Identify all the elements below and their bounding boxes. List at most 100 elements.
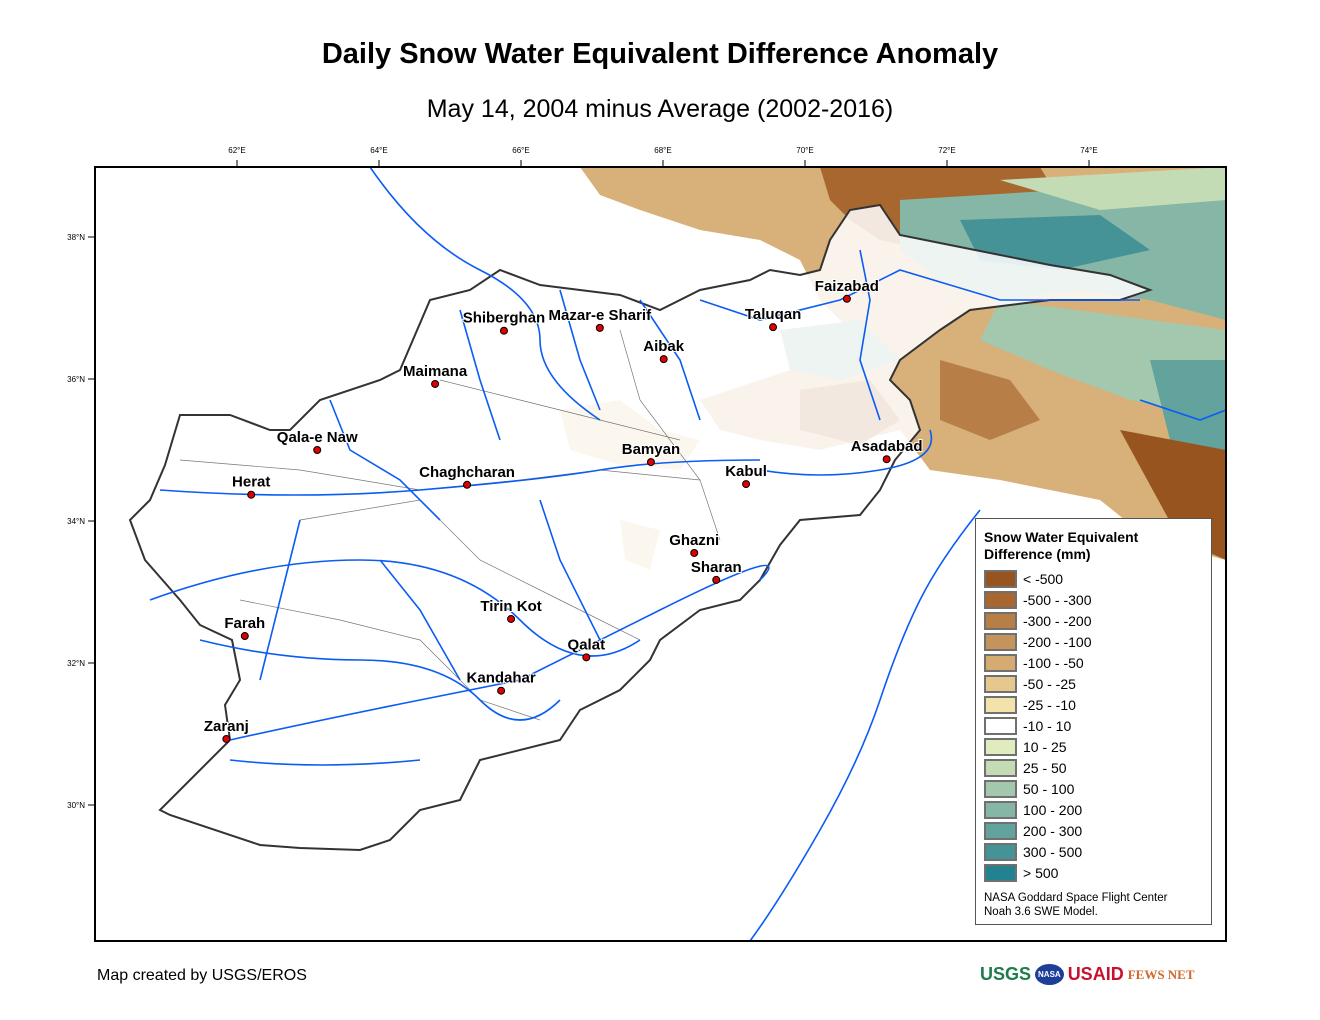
city-marker[interactable]: Tirin Kot	[479, 597, 543, 623]
usgs-logo: USGS	[980, 964, 1032, 984]
legend-title-units: Difference (mm)	[984, 546, 1091, 562]
city-dot-icon	[646, 458, 655, 467]
city-marker[interactable]: Herat	[231, 473, 271, 499]
legend-swatch	[984, 569, 1017, 588]
legend-label: 25 - 50	[1023, 759, 1067, 776]
legend-label: -25 - -10	[1023, 696, 1076, 713]
afghanistan-boundary	[128, 203, 1153, 852]
city-dot-icon	[882, 455, 891, 464]
city-label: Asadabad	[851, 438, 923, 455]
city-marker[interactable]: Kabul	[724, 462, 768, 489]
partner-logos: USGS NASA USAID FEWS NET	[980, 964, 1195, 985]
map-credit: Map created by USGS/EROS	[97, 967, 307, 984]
city-marker[interactable]: Qala-e Naw	[276, 428, 359, 454]
city-label: Kandahar	[467, 670, 536, 687]
city-dot-icon	[842, 294, 851, 303]
city-dot-icon	[582, 653, 591, 662]
legend-label: -300 - -200	[1023, 612, 1092, 629]
lat-tick-label: 36°N	[67, 375, 85, 384]
lat-tick-label: 38°N	[67, 233, 85, 242]
city-dot-icon	[507, 614, 516, 623]
legend-swatch	[984, 737, 1017, 756]
city-dot-icon	[595, 323, 604, 332]
city-label: Aibak	[643, 338, 685, 355]
lon-tick-label: 72°E	[938, 146, 955, 155]
city-marker[interactable]: Taluqan	[744, 305, 802, 332]
city-dot-icon	[247, 490, 256, 499]
legend-swatch	[984, 716, 1017, 735]
legend-item: 100 - 200	[984, 799, 1211, 820]
city-marker[interactable]: Farah	[223, 614, 266, 641]
legend-label: 50 - 100	[1023, 780, 1075, 797]
city-label: Herat	[232, 474, 270, 491]
legend-item: < -500	[984, 568, 1211, 589]
city-marker[interactable]: Kandahar	[466, 669, 537, 695]
city-label: Qala-e Naw	[277, 429, 358, 446]
legend-item: -10 - 10	[984, 715, 1211, 736]
legend-label: 100 - 200	[1023, 801, 1083, 818]
city-dot-icon	[499, 326, 508, 335]
legend-item: 50 - 100	[984, 778, 1211, 799]
city-label: Ghazni	[669, 532, 719, 549]
legend-item: 25 - 50	[984, 757, 1211, 778]
legend-label: -10 - 10	[1023, 717, 1072, 734]
city-label: Qalat	[568, 636, 606, 653]
legend-swatch	[984, 863, 1017, 882]
city-marker[interactable]: Maimana	[402, 362, 469, 388]
legend-item: 200 - 300	[984, 820, 1211, 841]
city-dot-icon	[769, 323, 778, 332]
legend-item: -25 - -10	[984, 694, 1211, 715]
city-marker[interactable]: Chaghcharan	[418, 463, 516, 489]
map-subtitle: May 14, 2004 minus Average (2002-2016)	[426, 95, 894, 123]
city-label: Zaranj	[204, 718, 249, 735]
legend-item: -100 - -50	[984, 652, 1211, 673]
legend-item: 10 - 25	[984, 736, 1211, 757]
legend-label: -50 - -25	[1023, 675, 1076, 692]
city-marker[interactable]: Ghazni	[668, 531, 720, 557]
legend-label: 300 - 500	[1023, 843, 1083, 860]
legend-title: Snow Water Equivalent	[984, 529, 1139, 545]
lon-tick-label: 62°E	[228, 146, 245, 155]
legend-swatch	[984, 674, 1017, 693]
city-marker[interactable]: Shiberghan	[462, 309, 546, 335]
city-dot-icon	[659, 355, 668, 364]
map-title: Daily Snow Water Equivalent Difference A…	[321, 38, 999, 70]
city-marker[interactable]: Zaranj	[203, 717, 250, 743]
lat-tick-label: 32°N	[67, 659, 85, 668]
legend-item: -50 - -25	[984, 673, 1211, 694]
legend-item: -500 - -300	[984, 589, 1211, 610]
city-marker[interactable]: Faizabad	[814, 277, 880, 303]
legend-swatch	[984, 590, 1017, 609]
legend-swatch	[984, 611, 1017, 630]
usaid-logo: USAID	[1067, 964, 1124, 984]
map-frame	[94, 166, 1227, 942]
lon-tick-label: 66°E	[512, 146, 529, 155]
legend-item: -300 - -200	[984, 610, 1211, 631]
legend-swatch	[984, 842, 1017, 861]
city-dot-icon	[313, 446, 322, 454]
city-label: Kabul	[725, 463, 767, 480]
city-dot-icon	[690, 548, 699, 557]
city-label: Farah	[224, 615, 265, 632]
lon-tick-label: 74°E	[1080, 146, 1097, 155]
city-marker[interactable]: Aibak	[642, 337, 686, 364]
legend-label: 10 - 25	[1023, 738, 1067, 755]
city-marker[interactable]: Sharan	[690, 558, 743, 584]
city-dot-icon	[712, 575, 721, 584]
city-marker[interactable]: Asadabad	[850, 437, 924, 464]
lon-tick-label: 68°E	[654, 146, 671, 155]
legend-swatch	[984, 821, 1017, 840]
city-label: Taluqan	[745, 306, 801, 323]
legend-swatch	[984, 800, 1017, 819]
city-dot-icon	[742, 480, 751, 489]
city-dot-icon	[431, 379, 440, 388]
city-marker[interactable]: Mazar-e Sharif	[548, 306, 653, 332]
city-marker[interactable]: Qalat	[567, 635, 606, 662]
city-marker[interactable]: Bamyan	[621, 440, 681, 467]
legend-label: > 500	[1023, 864, 1059, 881]
legend-swatch	[984, 695, 1017, 714]
city-label: Bamyan	[622, 441, 680, 458]
legend-swatch	[984, 779, 1017, 798]
